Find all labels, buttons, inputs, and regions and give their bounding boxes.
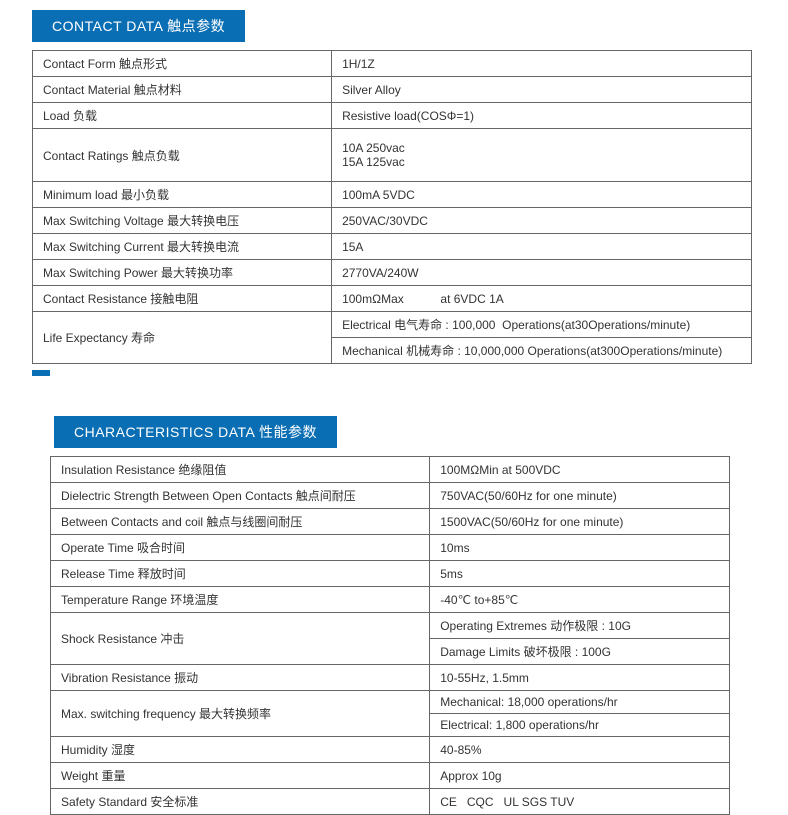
table-cell-label: Between Contacts and coil 触点与线圈间耐压 xyxy=(51,509,430,535)
table-row: Shock Resistance 冲击Operating Extremes 动作… xyxy=(51,613,730,639)
table-cell-value: 10A 250vac15A 125vac xyxy=(332,129,752,182)
table-row: Max Switching Voltage 最大转换电压250VAC/30VDC xyxy=(33,208,752,234)
table-row: Max. switching frequency 最大转换频率Mechanica… xyxy=(51,691,730,714)
table-cell-label: Max Switching Current 最大转换电流 xyxy=(33,234,332,260)
contact-data-title: CONTACT DATA 触点参数 xyxy=(32,10,245,42)
table-cell-label: Vibration Resistance 振动 xyxy=(51,665,430,691)
table-cell-value: 100MΩMin at 500VDC xyxy=(430,457,730,483)
table-cell-value: 250VAC/30VDC xyxy=(332,208,752,234)
table-cell-label: Load 负载 xyxy=(33,103,332,129)
table-cell-value: 750VAC(50/60Hz for one minute) xyxy=(430,483,730,509)
table-cell-label: Release Time 释放时间 xyxy=(51,561,430,587)
table-row: Between Contacts and coil 触点与线圈间耐压1500VA… xyxy=(51,509,730,535)
table-cell-label: Safety Standard 安全标准 xyxy=(51,789,430,815)
table-cell-value: Electrical 电气寿命 : 100,000 Operations(at3… xyxy=(332,312,752,338)
table-row: Contact Ratings 触点负载10A 250vac15A 125vac xyxy=(33,129,752,182)
table-cell-value: 1H/1Z xyxy=(332,51,752,77)
table-cell-value: Approx 10g xyxy=(430,763,730,789)
table-row: Weight 重量Approx 10g xyxy=(51,763,730,789)
table-cell-label: Contact Material 触点材料 xyxy=(33,77,332,103)
table-row: Contact Form 触点形式1H/1Z xyxy=(33,51,752,77)
table-row: Humidity 湿度40-85% xyxy=(51,737,730,763)
table-cell-value: 40-85% xyxy=(430,737,730,763)
table-cell-value: Silver Alloy xyxy=(332,77,752,103)
table-cell-label: Weight 重量 xyxy=(51,763,430,789)
table-cell-value: Mechanical: 18,000 operations/hr xyxy=(430,691,730,714)
table-cell-label: Temperature Range 环境温度 xyxy=(51,587,430,613)
table-cell-label: Max Switching Voltage 最大转换电压 xyxy=(33,208,332,234)
table-cell-value: Electrical: 1,800 operations/hr xyxy=(430,714,730,737)
characteristics-data-title: CHARACTERISTICS DATA 性能参数 xyxy=(54,416,337,448)
table-cell-value: Resistive load(COSΦ=1) xyxy=(332,103,752,129)
table-row: Contact Material 触点材料Silver Alloy xyxy=(33,77,752,103)
table-cell-value: 1500VAC(50/60Hz for one minute) xyxy=(430,509,730,535)
table-cell-label: Max. switching frequency 最大转换频率 xyxy=(51,691,430,737)
table-cell-value: 10-55Hz, 1.5mm xyxy=(430,665,730,691)
table-cell-label: Minimum load 最小负载 xyxy=(33,182,332,208)
table-row: Contact Resistance 接触电阻100mΩMax at 6VDC … xyxy=(33,286,752,312)
table-cell-value: 100mA 5VDC xyxy=(332,182,752,208)
table-cell-label: Dielectric Strength Between Open Contact… xyxy=(51,483,430,509)
table-cell-label: Life Expectancy 寿命 xyxy=(33,312,332,364)
table-row: Release Time 释放时间5ms xyxy=(51,561,730,587)
table-cell-label: Humidity 湿度 xyxy=(51,737,430,763)
characteristics-data-table: Insulation Resistance 绝缘阻值100MΩMin at 50… xyxy=(50,456,730,815)
decor-bar xyxy=(32,370,50,376)
table-row: Dielectric Strength Between Open Contact… xyxy=(51,483,730,509)
table-cell-label: Contact Resistance 接触电阻 xyxy=(33,286,332,312)
table-cell-value: Operating Extremes 动作极限 : 10G xyxy=(430,613,730,639)
table-row: Operate Time 吸合时间10ms xyxy=(51,535,730,561)
table-cell-value: 5ms xyxy=(430,561,730,587)
contact-data-section: CONTACT DATA 触点参数 Contact Form 触点形式1H/1Z… xyxy=(32,10,756,376)
contact-data-table: Contact Form 触点形式1H/1ZContact Material 触… xyxy=(32,50,752,364)
table-cell-value: 2770VA/240W xyxy=(332,260,752,286)
table-row: Vibration Resistance 振动10-55Hz, 1.5mm xyxy=(51,665,730,691)
table-row: Max Switching Current 最大转换电流15A xyxy=(33,234,752,260)
table-cell-value: 100mΩMax at 6VDC 1A xyxy=(332,286,752,312)
table-cell-value: Damage Limits 破坏极限 : 100G xyxy=(430,639,730,665)
table-cell-label: Operate Time 吸合时间 xyxy=(51,535,430,561)
table-cell-label: Insulation Resistance 绝缘阻值 xyxy=(51,457,430,483)
table-cell-value: CE CQC UL SGS TUV xyxy=(430,789,730,815)
table-cell-value: 10ms xyxy=(430,535,730,561)
table-cell-value: Mechanical 机械寿命 : 10,000,000 Operations(… xyxy=(332,338,752,364)
table-row: Temperature Range 环境温度-40℃ to+85℃ xyxy=(51,587,730,613)
table-row: Minimum load 最小负载100mA 5VDC xyxy=(33,182,752,208)
table-row: Max Switching Power 最大转换功率2770VA/240W xyxy=(33,260,752,286)
table-cell-value: -40℃ to+85℃ xyxy=(430,587,730,613)
table-row: Life Expectancy 寿命Electrical 电气寿命 : 100,… xyxy=(33,312,752,338)
table-cell-label: Shock Resistance 冲击 xyxy=(51,613,430,665)
table-cell-label: Max Switching Power 最大转换功率 xyxy=(33,260,332,286)
table-cell-label: Contact Ratings 触点负载 xyxy=(33,129,332,182)
table-row: Insulation Resistance 绝缘阻值100MΩMin at 50… xyxy=(51,457,730,483)
characteristics-data-section: CHARACTERISTICS DATA 性能参数 Insulation Res… xyxy=(50,416,738,815)
table-cell-label: Contact Form 触点形式 xyxy=(33,51,332,77)
table-row: Load 负载Resistive load(COSΦ=1) xyxy=(33,103,752,129)
table-cell-value: 15A xyxy=(332,234,752,260)
table-row: Safety Standard 安全标准CE CQC UL SGS TUV xyxy=(51,789,730,815)
